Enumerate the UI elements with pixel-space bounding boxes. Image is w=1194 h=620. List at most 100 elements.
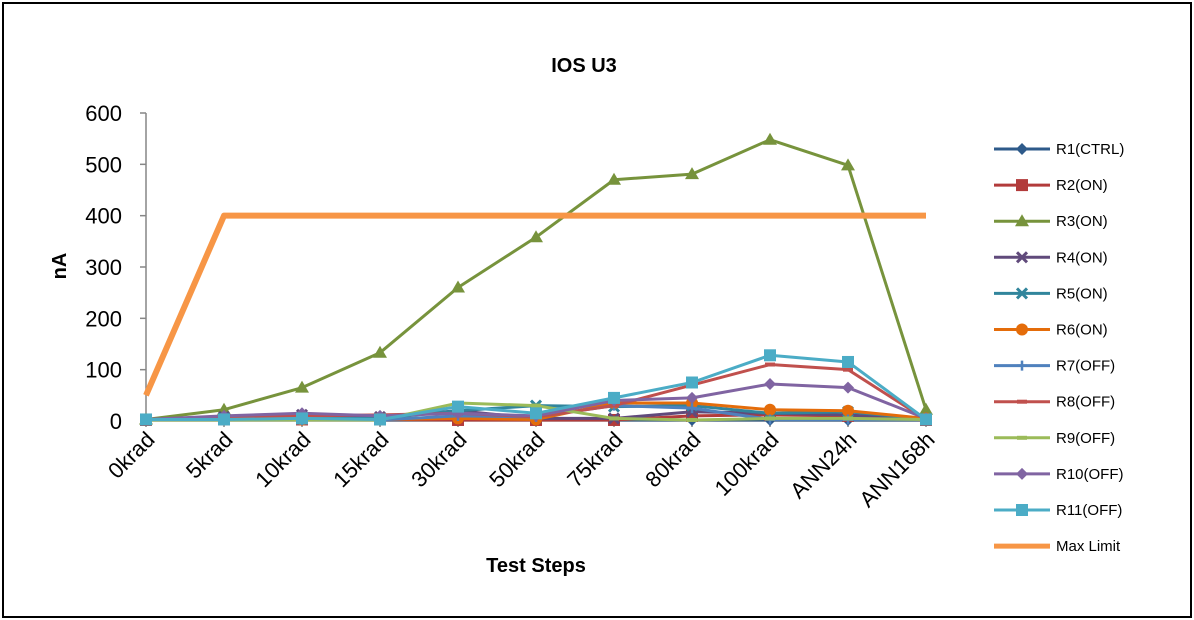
legend-item: R9(OFF) xyxy=(994,430,1115,447)
series-line xyxy=(143,212,926,397)
y-tick-label: 500 xyxy=(85,152,122,177)
x-tick-label: ANN24h xyxy=(785,427,861,503)
legend-item: R4(ON) xyxy=(994,249,1108,266)
data-point xyxy=(842,381,854,394)
legend-marker xyxy=(1016,467,1028,480)
x-tick-labels: 0krad 5krad 10krad 15krad 30krad 50krad 75krad… xyxy=(103,427,940,512)
x-axis-title: Test Steps xyxy=(486,555,586,577)
data-point xyxy=(919,402,933,415)
legend-item: R11(OFF) xyxy=(994,502,1122,519)
legend-marker xyxy=(1016,179,1028,192)
y-tick-labels: 0 100 200 300 400 500 600 xyxy=(85,101,122,434)
legend-marker xyxy=(1017,399,1027,404)
legend-marker xyxy=(1016,504,1028,516)
x-tick-label: 100krad xyxy=(710,427,784,501)
data-point xyxy=(607,172,621,185)
x-tick-label: 5krad xyxy=(181,427,238,484)
data-point xyxy=(765,416,775,421)
legend-item: R1(CTRL) xyxy=(994,141,1124,158)
data-point xyxy=(531,403,541,408)
y-axis-title: nA xyxy=(49,253,71,280)
y-tick-label: 100 xyxy=(85,358,122,383)
axes xyxy=(140,112,927,427)
data-point xyxy=(763,132,777,145)
legend-label: R3(ON) xyxy=(1056,213,1108,230)
y-tick-label: 200 xyxy=(85,306,122,331)
data-point xyxy=(451,280,465,293)
data-point xyxy=(920,413,932,426)
legend-item: R8(OFF) xyxy=(994,394,1115,411)
legend-label: R5(ON) xyxy=(1056,285,1108,302)
legend-label: R9(OFF) xyxy=(1056,430,1115,447)
series-line xyxy=(145,138,928,421)
data-point xyxy=(764,378,776,391)
x-tick-label: 0krad xyxy=(103,427,160,484)
x-tick-label: 30krad xyxy=(406,427,471,492)
legend-marker xyxy=(1015,214,1029,227)
data-point xyxy=(608,391,620,404)
data-point xyxy=(685,167,699,180)
legend-marker xyxy=(1016,323,1028,336)
x-tick-label: 15krad xyxy=(328,427,393,492)
legend: R1(CTRL) R2(ON) R3(ON) R4(ON) R5(ON) R6(ON) R7… xyxy=(994,141,1124,555)
y-tick-label: 0 xyxy=(110,409,122,434)
data-point xyxy=(841,158,855,171)
legend-marker xyxy=(1017,360,1027,371)
data-point xyxy=(609,416,619,421)
legend-label: R4(ON) xyxy=(1056,249,1108,266)
data-point xyxy=(140,413,152,426)
data-point xyxy=(686,391,698,404)
legend-label: R1(CTRL) xyxy=(1056,141,1124,158)
data-point xyxy=(530,407,542,420)
legend-item: Max Limit xyxy=(994,538,1121,555)
legend-item: R3(ON) xyxy=(994,213,1108,230)
legend-item: R6(ON) xyxy=(994,322,1108,339)
x-tick-label: 50krad xyxy=(484,427,549,492)
data-point xyxy=(295,380,309,393)
legend-label: R2(ON) xyxy=(1056,177,1108,194)
plot-area xyxy=(139,132,933,427)
legend-item: R7(OFF) xyxy=(994,358,1115,375)
data-point xyxy=(687,403,697,414)
y-tick-label: 600 xyxy=(85,101,122,126)
data-point xyxy=(765,362,775,367)
legend-marker xyxy=(1015,287,1029,300)
data-point xyxy=(687,417,697,422)
legend-label: R8(OFF) xyxy=(1056,394,1115,411)
legend-label: Max Limit xyxy=(1056,538,1121,555)
x-tick-label: 10krad xyxy=(250,427,315,492)
chart-title: IOS U3 xyxy=(551,55,617,77)
y-tick-label: 300 xyxy=(85,255,122,280)
x-tick-label: ANN168h xyxy=(854,427,939,512)
data-point xyxy=(529,230,543,243)
series-Max Limit xyxy=(143,212,926,397)
legend-label: R7(OFF) xyxy=(1056,358,1115,375)
legend-item: R2(ON) xyxy=(994,177,1108,194)
legend-item: R5(ON) xyxy=(994,285,1108,302)
x-tick-label: 75krad xyxy=(562,427,627,492)
data-point xyxy=(373,345,387,358)
data-point xyxy=(374,413,386,426)
data-point xyxy=(842,404,854,417)
data-point xyxy=(686,376,698,389)
data-point xyxy=(764,349,776,362)
legend-marker xyxy=(1015,251,1029,264)
legend-label: R11(OFF) xyxy=(1056,502,1122,519)
legend-marker xyxy=(1017,435,1027,440)
legend-marker xyxy=(1016,143,1028,155)
legend-item: R10(OFF) xyxy=(994,466,1124,483)
series-R11(OFF) xyxy=(140,349,932,426)
data-point xyxy=(843,367,853,372)
data-point xyxy=(218,413,230,426)
data-point xyxy=(296,412,308,425)
data-point xyxy=(843,416,853,421)
series-R3(ON) xyxy=(139,132,933,425)
x-tick-label: 80krad xyxy=(640,427,705,492)
data-point xyxy=(842,355,854,368)
data-point xyxy=(764,403,776,416)
y-tick-label: 400 xyxy=(85,204,122,229)
legend-label: R10(OFF) xyxy=(1056,466,1124,483)
data-point xyxy=(452,400,464,413)
